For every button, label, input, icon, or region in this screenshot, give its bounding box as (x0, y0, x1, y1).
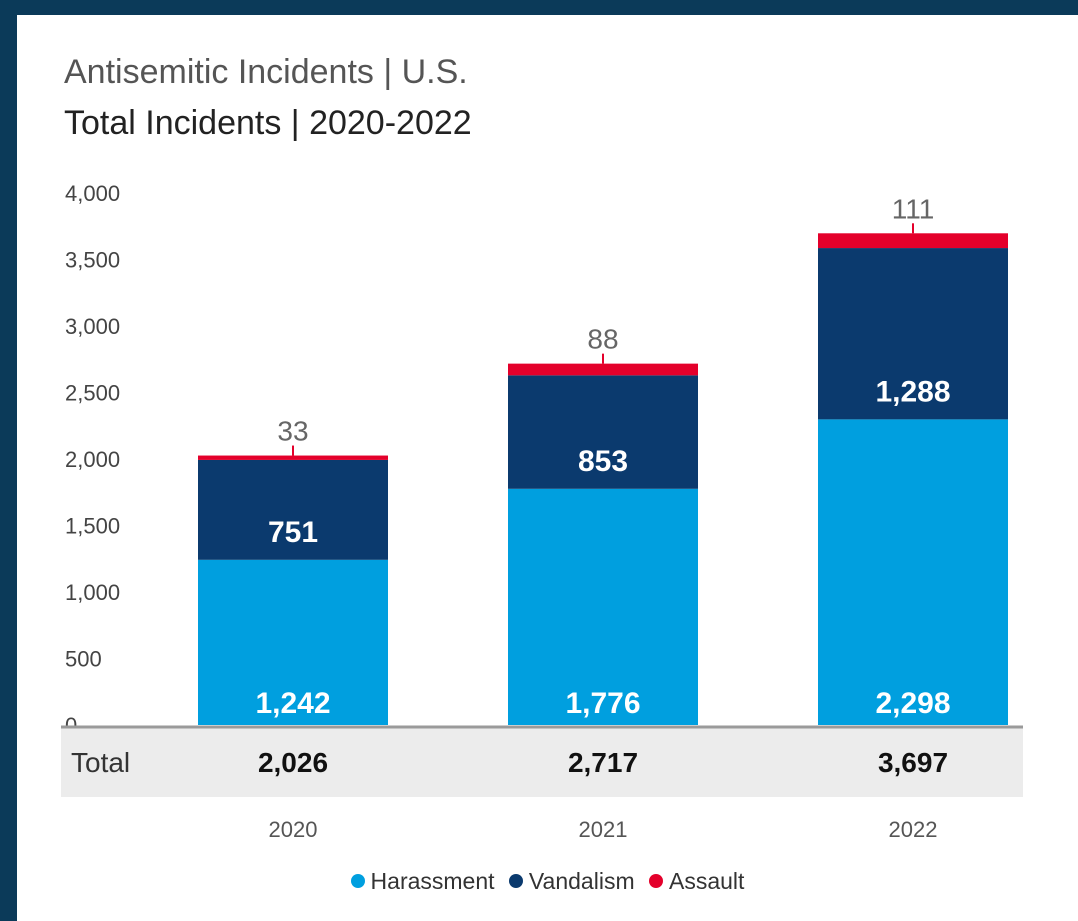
legend-swatch-harassment (350, 873, 365, 888)
bar-vandalism-2022 (818, 248, 1008, 420)
bar-harassment-2020 (198, 559, 388, 725)
legend-swatch-vandalism (508, 873, 523, 888)
y-tick-label: 2,500 (65, 381, 120, 406)
legend-label-vandalism: Vandalism (528, 868, 635, 894)
y-tick-label: 1,000 (65, 580, 120, 605)
bar-assault-2020 (198, 455, 388, 460)
total-value-2021: 2,717 (568, 747, 638, 778)
data-label-harassment-2022: 2,298 (875, 687, 950, 720)
total-value-2020: 2,026 (258, 747, 328, 778)
chart-card: Antisemitic Incidents | U.S. Total Incid… (17, 15, 1078, 921)
data-label-assault-2022: 111 (892, 193, 935, 224)
y-tick-label: 1,500 (65, 514, 120, 539)
legend-item-assault: Assault (649, 868, 744, 895)
chart-title: Antisemitic Incidents | U.S. (64, 53, 468, 91)
total-value-2022: 3,697 (878, 747, 948, 778)
bar-assault-2022 (818, 233, 1008, 249)
data-label-assault-2021: 88 (587, 324, 618, 355)
data-label-harassment-2021: 1,776 (565, 687, 640, 720)
y-tick-label: 3,000 (65, 314, 120, 339)
y-tick-label: 4,000 (65, 181, 120, 206)
totals-row-label: Total (71, 747, 130, 778)
bar-assault-2021 (508, 363, 698, 376)
legend-label-harassment: Harassment (370, 868, 495, 894)
y-tick-label: 2,000 (65, 447, 120, 472)
bar-vandalism-2021 (508, 375, 698, 489)
x-tick-label: 2020 (269, 817, 318, 842)
legend: Harassment Vandalism Assault (17, 868, 1078, 895)
legend-item-vandalism: Vandalism (508, 868, 635, 895)
totals-row-band (61, 727, 1023, 797)
data-label-harassment-2020: 1,242 (255, 687, 330, 720)
y-tick-label: 3,500 (65, 248, 120, 273)
bar-vandalism-2020 (198, 459, 388, 560)
stacked-bar-chart: 05001,0001,5002,0002,5003,0003,5004,000T… (61, 181, 1023, 842)
chart-subtitle: Total Incidents | 2020-2022 (64, 104, 472, 142)
legend-swatch-assault (649, 873, 663, 888)
y-tick-label: 500 (65, 647, 102, 672)
data-label-vandalism-2021: 853 (578, 445, 628, 478)
data-label-vandalism-2020: 751 (268, 516, 318, 549)
legend-label-assault: Assault (669, 868, 745, 894)
x-tick-label: 2021 (579, 817, 628, 842)
x-tick-label: 2022 (889, 817, 938, 842)
data-label-assault-2020: 33 (277, 416, 308, 447)
legend-item-harassment: Harassment (350, 868, 495, 895)
data-label-vandalism-2022: 1,288 (875, 375, 950, 408)
bar-harassment-2022 (818, 419, 1008, 725)
bar-harassment-2021 (508, 488, 698, 725)
